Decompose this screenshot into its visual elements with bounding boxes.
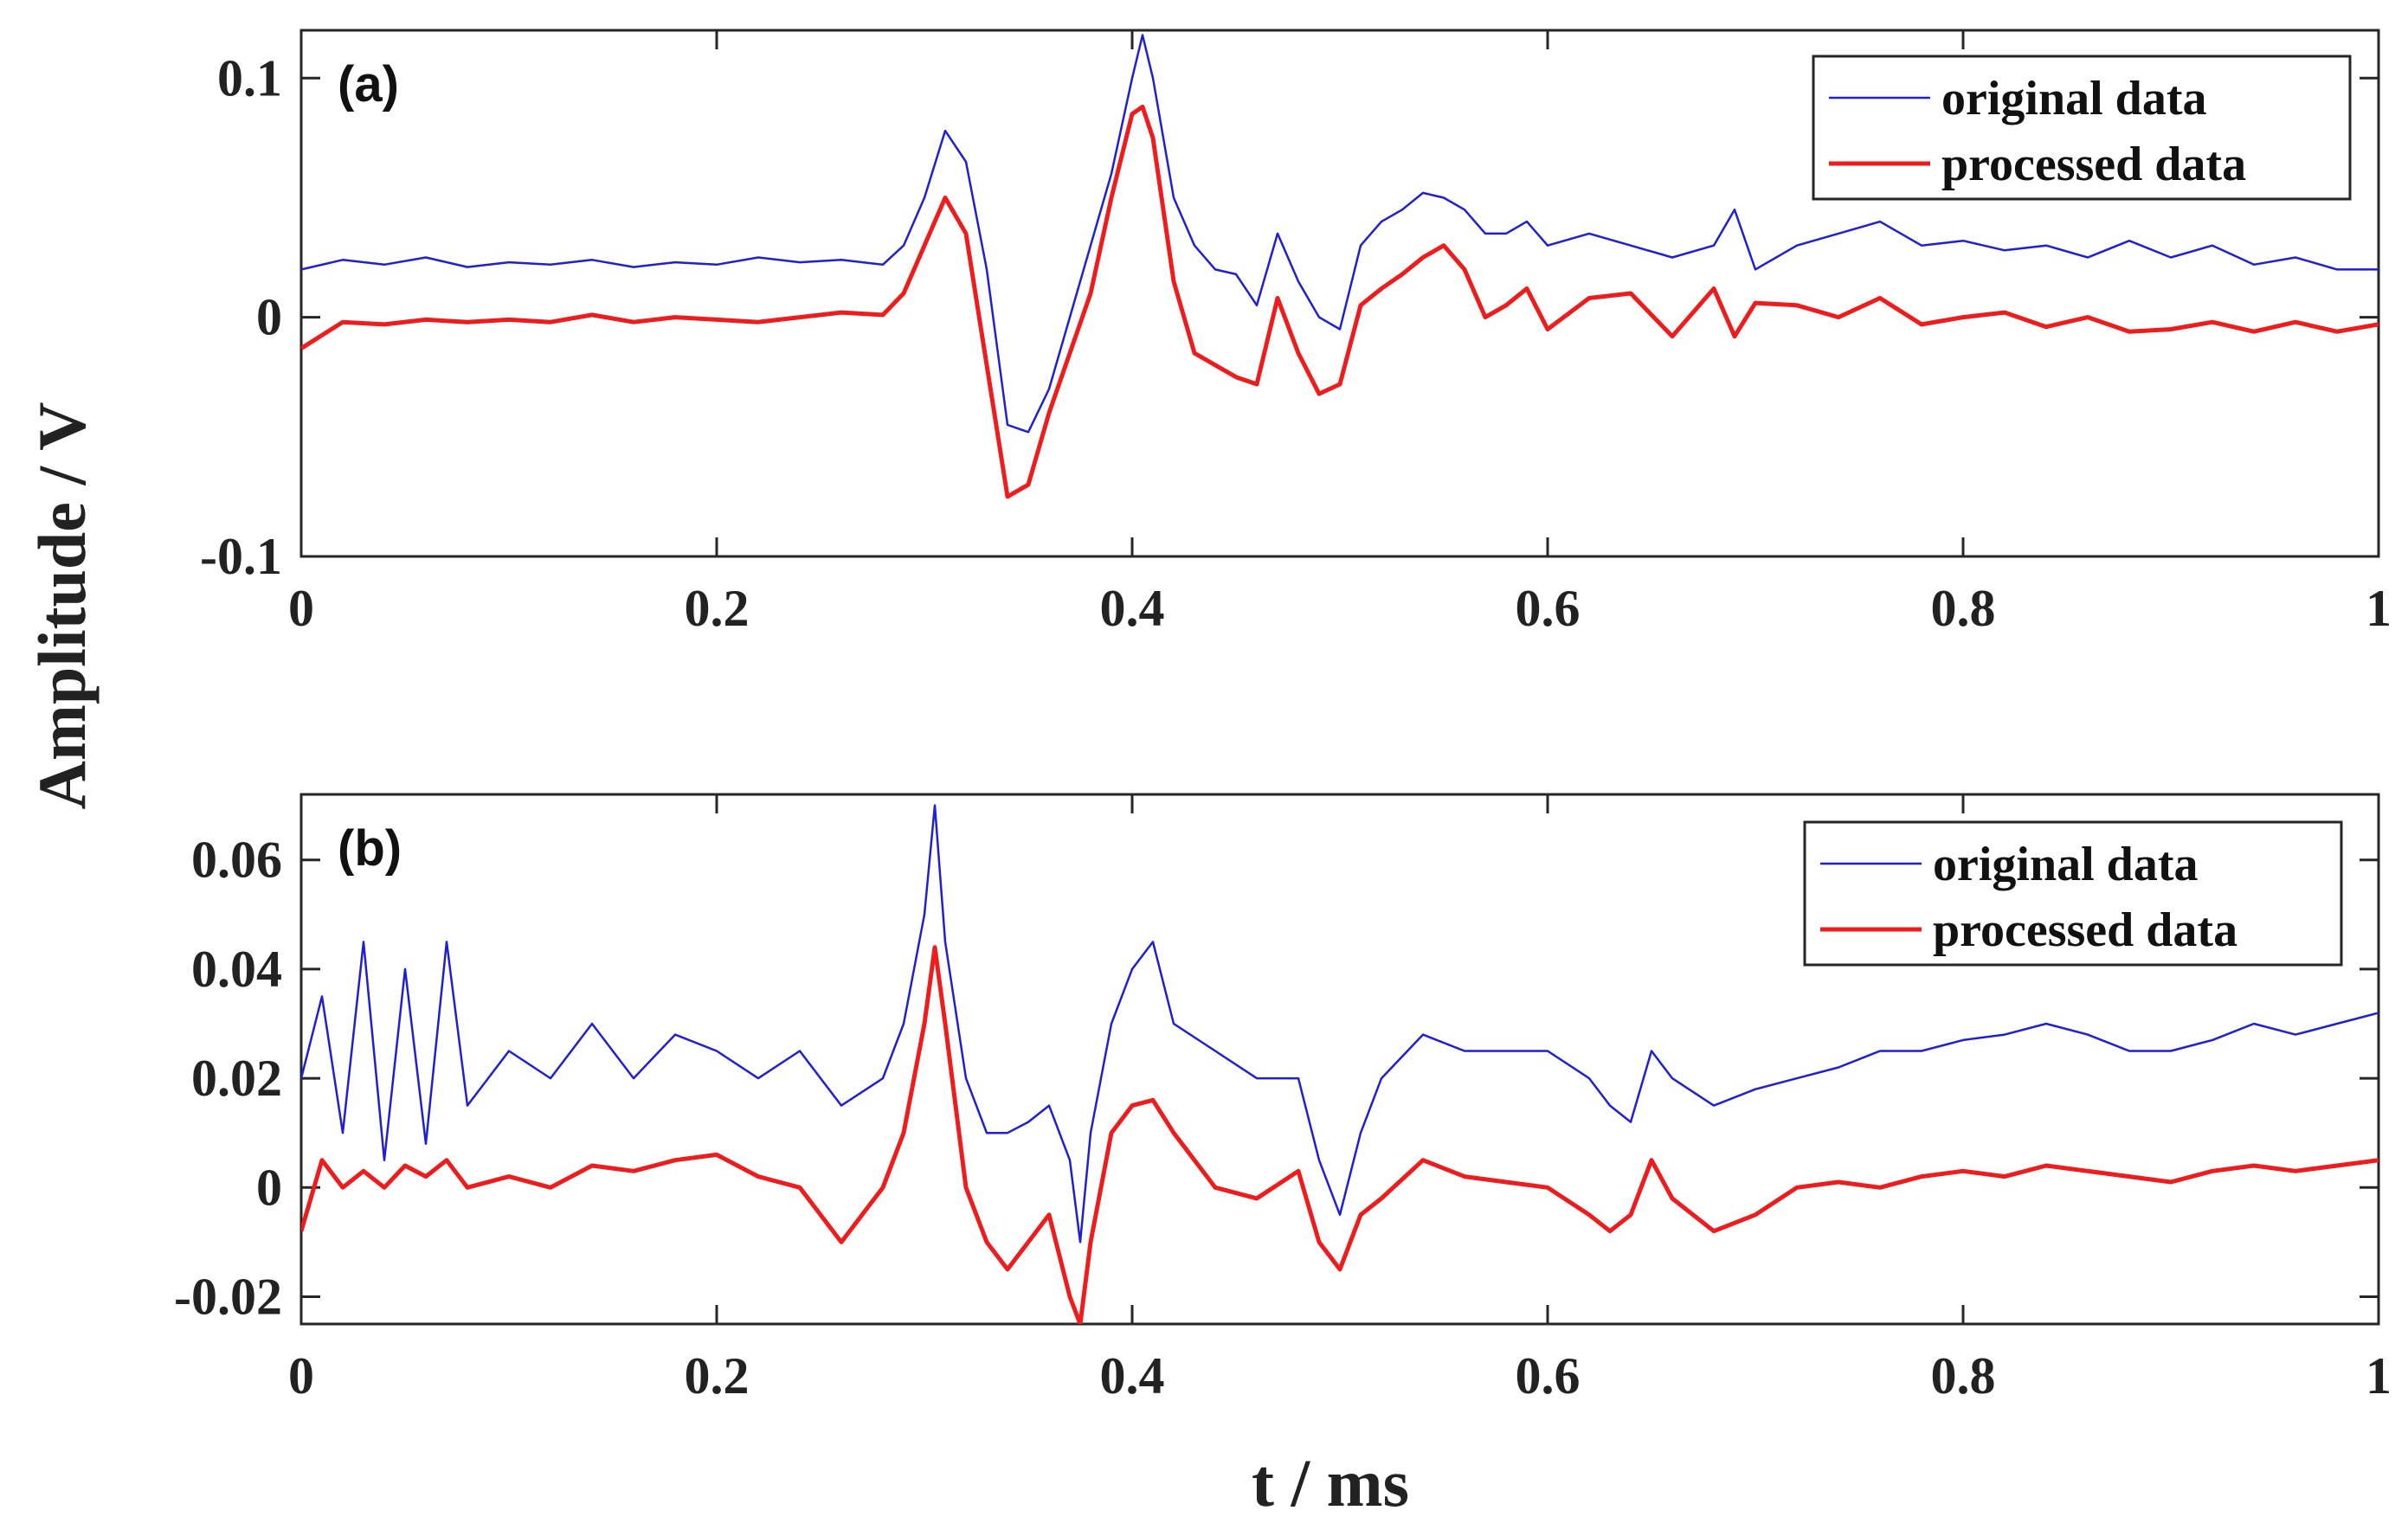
x-tick-label: 0 — [288, 1347, 314, 1404]
x-tick-label: 0 — [288, 580, 314, 637]
panel-a: 0 0.2 0.4 0.6 0.8 1-0.100.1 (a) original datapr… — [200, 29, 2392, 637]
y-tick-label: 0.04 — [191, 941, 282, 998]
plot-area — [299, 29, 2380, 558]
panel-label: (a) — [338, 56, 399, 112]
legend-box — [1803, 820, 2343, 967]
series-line-original — [301, 804, 2379, 1244]
x-tick-label: 0.2 — [685, 1347, 750, 1404]
legend-box — [1812, 55, 2352, 201]
legend-label: original data — [1941, 72, 2206, 125]
x-tick-label: 0.4 — [1100, 580, 1165, 637]
legend-label: processed data — [1933, 903, 2237, 957]
x-tick-label: 1 — [2366, 1347, 2392, 1404]
plot-area — [299, 793, 2380, 1326]
legend-label: original data — [1933, 838, 2198, 891]
y-tick-label: -0.02 — [174, 1268, 282, 1325]
y-tick-label: 0 — [256, 1159, 282, 1216]
series-line-processed — [301, 945, 2379, 1324]
x-tick-label: 0.6 — [1516, 1347, 1581, 1404]
panel-label: (b) — [338, 820, 402, 877]
y-tick-label: 0.1 — [217, 49, 282, 106]
y-tick-label: 0.02 — [191, 1050, 282, 1107]
x-tick-label: 0.4 — [1100, 1347, 1165, 1404]
series-line-original — [301, 34, 2379, 434]
y-axis-title: Amplitude / V — [24, 402, 100, 810]
y-tick-label: 0.06 — [191, 832, 282, 889]
x-tick-label: 1 — [2366, 580, 2392, 637]
legend: original data processed data — [1812, 55, 2352, 201]
legend: original data processed data — [1803, 820, 2343, 967]
x-axis-title: t / ms — [1252, 1445, 1409, 1520]
y-tick-label: -0.1 — [200, 528, 282, 585]
series-line-processed — [301, 104, 2379, 499]
x-tick-label: 0.2 — [685, 580, 750, 637]
x-tick-label: 0.6 — [1516, 580, 1581, 637]
x-tick-label: 0.8 — [1931, 1347, 1996, 1404]
x-tick-label: 0.8 — [1931, 580, 1996, 637]
y-tick-label: 0 — [256, 289, 282, 346]
legend-label: processed data — [1941, 138, 2246, 191]
